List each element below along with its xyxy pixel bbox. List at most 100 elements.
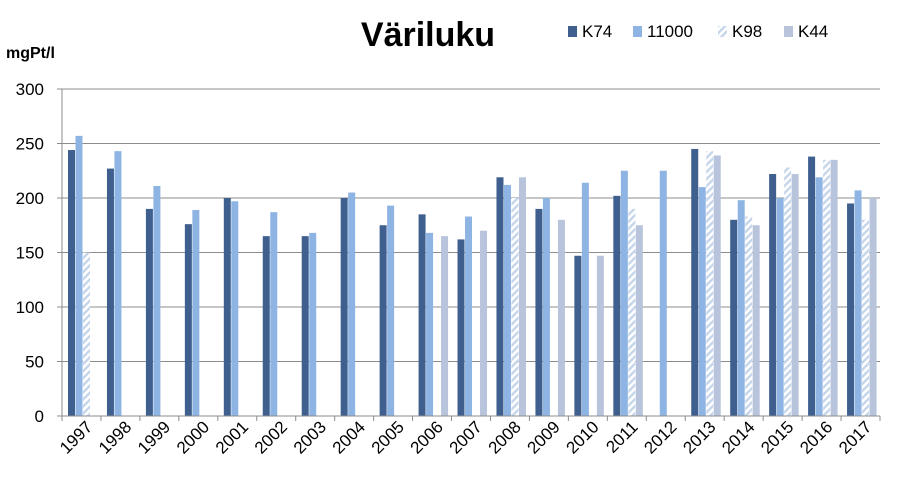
y-tick-label: 250 [16,135,44,154]
bar-11000-2013 [698,187,706,416]
bar-k74-2000 [184,224,192,416]
bars [68,135,877,417]
x-tick-label: 2004 [329,417,369,457]
bar-k98-2011 [628,208,636,416]
legend-label-k74: K74 [582,22,612,41]
bar-11000-2001 [231,201,239,416]
x-tick-label: 1997 [56,417,96,457]
x-tick-label: 2012 [640,417,680,457]
y-tick-label: 300 [16,80,44,99]
bar-11000-2016 [815,177,823,416]
bar-k98-2014 [745,216,753,416]
x-tick-label: 2000 [173,417,213,457]
bar-k74-2011 [613,195,621,416]
bar-k44-2013 [713,155,721,417]
bar-k98-1997 [83,252,90,416]
bar-k74-2010 [574,255,582,416]
x-tick-label: 2009 [524,417,564,457]
legend-label-k44: K44 [798,22,828,41]
bar-k44-2010 [596,255,604,416]
bar-11000-2012 [659,170,667,416]
bar-11000-2006 [426,232,434,416]
bar-k74-2016 [808,156,816,416]
x-tick-label: 2001 [212,417,252,457]
bar-k74-2013 [691,148,699,416]
bar-k74-1999 [145,208,153,416]
bar-k98-2015 [784,167,792,416]
bar-k74-2015 [769,174,777,416]
bar-11000-2007 [465,216,473,416]
bar-k74-2006 [418,214,426,416]
bar-k98-2017 [862,219,870,416]
y-axis-label: mgPt/l [6,45,55,62]
x-tick-label: 2007 [446,417,486,457]
y-tick-label: 200 [16,189,44,208]
bar-11000-2003 [309,232,317,416]
legend-label-k98: K98 [732,22,762,41]
bar-k74-2017 [847,203,855,416]
x-tick-label: 2015 [757,417,797,457]
bar-k74-2002 [262,236,270,416]
bar-11000-2011 [620,170,628,416]
x-tick-label: 2017 [835,417,875,457]
axes [57,88,881,421]
bar-k44-2007 [480,230,488,416]
bar-k74-1998 [106,168,114,416]
bar-k44-2015 [791,174,799,416]
bar-11000-2005 [387,205,395,416]
y-tick-label: 150 [16,244,44,263]
x-tick-labels: 1997199819992000200120022003200420052006… [56,417,875,457]
legend-swatch-k44 [784,26,793,37]
x-tick-label: 2008 [485,417,525,457]
x-tick-label: 1998 [95,417,135,457]
bar-11000-2015 [776,198,784,416]
legend: K74 11000 K98 K44 [568,22,828,41]
bar-k44-2008 [518,177,526,416]
bar-k44-2017 [869,198,877,416]
x-tick-label: 2010 [563,417,603,457]
x-tick-label: 2006 [407,417,447,457]
x-tick-label: 2016 [796,417,836,457]
y-tick-labels: 0 50 100 150 200 250 300 [16,80,44,426]
bar-11000-2009 [542,198,550,416]
bar-k74-2005 [379,225,387,416]
bar-k44-2016 [830,159,838,416]
bar-k44-2011 [635,225,643,416]
bar-11000-2004 [348,192,356,416]
x-tick-label: 2003 [290,417,330,457]
legend-swatch-k98 [718,26,727,37]
bar-11000-1999 [153,186,161,416]
bar-k74-1997 [68,150,75,417]
x-tick-label: 2002 [251,417,291,457]
x-tick-label: 2011 [602,417,641,456]
bar-11000-2008 [503,184,511,416]
x-tick-label: 2013 [679,417,719,457]
x-tick-label: 2014 [718,417,758,457]
chart-title: Väriluku [361,16,495,54]
bar-11000-2002 [270,212,278,416]
bar-11000-1997 [75,135,83,416]
bar-k74-2004 [340,198,348,416]
bar-k74-2003 [301,236,309,416]
bar-11000-2000 [192,209,200,416]
bar-11000-2014 [737,200,745,416]
bar-k74-2014 [730,219,738,416]
bar-k74-2007 [457,239,465,416]
bar-k44-2006 [441,236,449,416]
bar-11000-2017 [854,190,862,416]
bar-11000-2010 [581,182,589,416]
bar-k98-2016 [823,159,831,416]
bar-k74-2001 [223,198,231,416]
bar-k98-2008 [511,198,519,416]
y-tick-label: 100 [16,298,44,317]
legend-label-11000: 11000 [647,22,693,41]
bar-k74-2008 [496,177,504,416]
bar-k98-2013 [706,151,714,416]
y-tick-label: 0 [35,407,44,426]
x-tick-label: 1999 [134,417,174,457]
legend-swatch-k74 [568,26,577,37]
bar-11000-1998 [114,151,122,416]
bar-k44-2009 [557,219,565,416]
legend-swatch-11000 [633,26,642,37]
